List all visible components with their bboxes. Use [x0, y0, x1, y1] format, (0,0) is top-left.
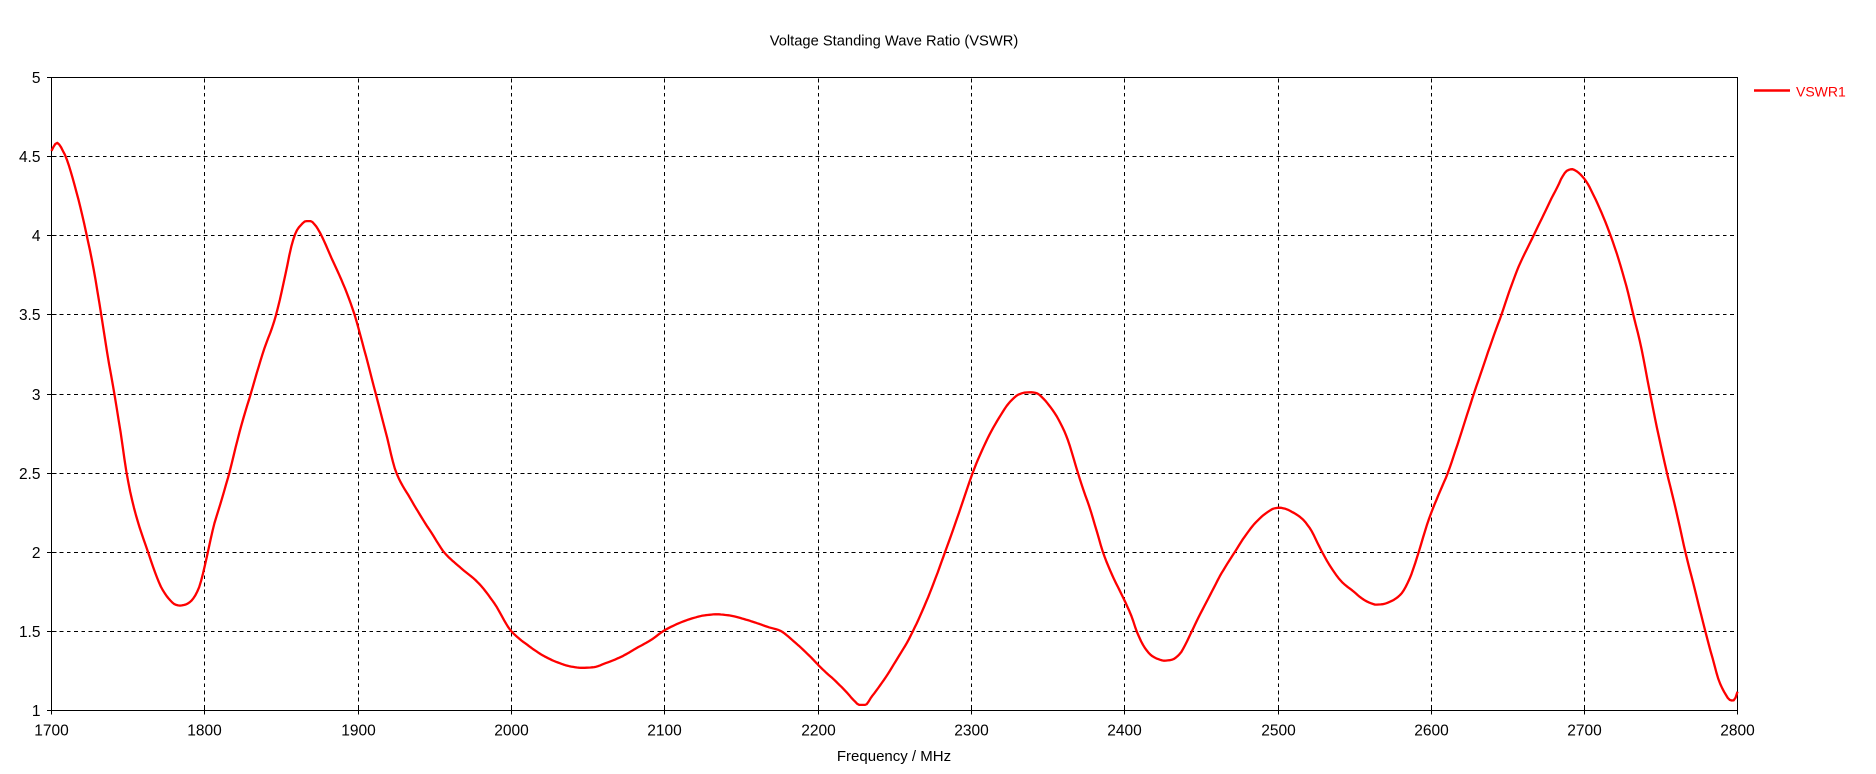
svg-text:4: 4 [32, 228, 41, 245]
svg-text:2: 2 [32, 545, 41, 562]
svg-text:3.5: 3.5 [19, 307, 41, 324]
svg-text:2400: 2400 [1107, 723, 1142, 740]
svg-text:2100: 2100 [647, 723, 682, 740]
svg-text:1: 1 [32, 703, 41, 720]
svg-text:1.5: 1.5 [19, 624, 41, 641]
svg-text:2.5: 2.5 [19, 466, 41, 483]
svg-text:2800: 2800 [1720, 723, 1755, 740]
svg-text:2500: 2500 [1261, 723, 1296, 740]
svg-text:2600: 2600 [1414, 723, 1449, 740]
svg-text:5: 5 [32, 70, 41, 87]
svg-text:Frequency / MHz: Frequency / MHz [837, 748, 951, 765]
svg-text:4.5: 4.5 [19, 149, 41, 166]
svg-text:2700: 2700 [1567, 723, 1602, 740]
svg-text:3: 3 [32, 387, 41, 404]
svg-text:1900: 1900 [341, 723, 376, 740]
svg-text:1800: 1800 [187, 723, 222, 740]
svg-text:2000: 2000 [494, 723, 529, 740]
svg-text:1700: 1700 [34, 723, 69, 740]
svg-text:2200: 2200 [801, 723, 836, 740]
svg-text:Voltage Standing Wave Ratio (V: Voltage Standing Wave Ratio (VSWR) [770, 34, 1018, 50]
svg-text:2300: 2300 [954, 723, 989, 740]
svg-text:VSWR1: VSWR1 [1796, 84, 1846, 100]
